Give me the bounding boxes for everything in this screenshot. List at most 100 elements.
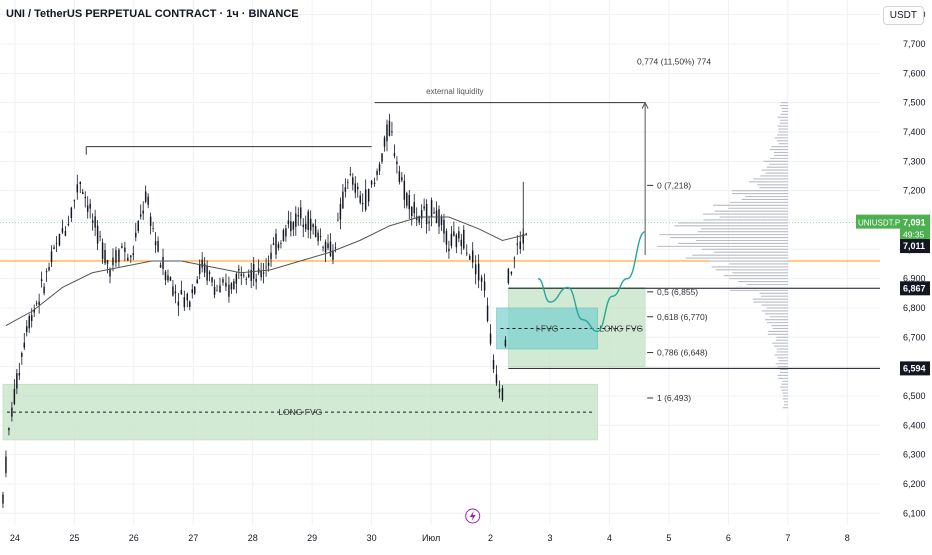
candle-body [337, 219, 339, 221]
candle-body [443, 219, 445, 234]
candle-body [463, 229, 465, 249]
y-tick-label: 6,200 [903, 479, 926, 489]
candle-body [396, 161, 398, 165]
fib-level-label: 0 (7,218) [657, 180, 691, 190]
x-tick-label: Июл [422, 533, 440, 543]
candle-body [342, 191, 344, 209]
fib-top-label: 0,774 (11,50%) 774 [637, 57, 711, 67]
candle-body [45, 271, 48, 273]
candle-body [445, 231, 448, 245]
x-tick-label: 4 [607, 533, 612, 543]
candle-body [18, 373, 21, 376]
candle-body [401, 177, 403, 181]
candle-body [383, 137, 386, 147]
candle-body [67, 223, 70, 226]
candle-body [124, 247, 126, 252]
candle-body [495, 374, 498, 384]
candle-body [79, 182, 82, 185]
candle-body [16, 373, 18, 389]
candle-body [285, 228, 287, 237]
x-tick-label: 7 [785, 533, 790, 543]
candle-body [347, 182, 349, 184]
x-tick-label: 8 [845, 533, 850, 543]
zone-label: LONG FVG [599, 323, 643, 333]
candle-body [455, 234, 458, 248]
candle-body [270, 252, 272, 260]
candle-body [213, 286, 216, 295]
y-tick-label: 7,700 [903, 39, 926, 49]
y-tick-label: 7,400 [903, 127, 926, 137]
candle-body [418, 215, 420, 223]
y-tick-label: 7,300 [903, 156, 926, 166]
candle-body [40, 279, 43, 281]
candle-body [525, 233, 527, 235]
candle-body [225, 282, 227, 287]
candle-body [300, 207, 302, 219]
candle-body [106, 260, 109, 264]
fib-level-label: 1 (6,493) [657, 393, 691, 403]
candle-body [115, 250, 117, 263]
candle-body [275, 233, 277, 255]
candle-body [162, 256, 164, 269]
candle-body [144, 191, 147, 202]
candle-body [104, 250, 106, 264]
candle-body [21, 353, 23, 357]
candle-body [157, 240, 159, 252]
candle-body [130, 255, 132, 258]
candle-body [297, 215, 300, 217]
candle-body [152, 228, 154, 229]
candle-body [498, 388, 501, 393]
candle-body [510, 271, 513, 274]
candle-body [448, 248, 450, 252]
candle-body [142, 210, 144, 214]
candle-body [357, 186, 359, 190]
candle-body [250, 269, 252, 281]
x-tick-label: 25 [69, 533, 79, 543]
candle-body [127, 257, 129, 261]
candle-body [324, 241, 327, 253]
candle-body [314, 225, 317, 238]
candle-body [38, 301, 40, 305]
price-tag-value: 7,091 [903, 218, 926, 228]
candle-body [99, 236, 101, 237]
x-tick-label: 27 [188, 533, 198, 543]
lightning-icon-glyph [469, 511, 476, 521]
candle-body [423, 206, 425, 209]
candle-body [61, 228, 64, 233]
candle-body [307, 211, 309, 231]
candle-body [222, 279, 224, 283]
candle-body [159, 264, 162, 268]
candle-body [193, 286, 196, 294]
candle-body [13, 389, 16, 404]
y-tick-label: 7,200 [903, 186, 926, 196]
y-tick-label: 7,500 [903, 98, 926, 108]
candle-body [82, 192, 84, 194]
candle-body [519, 241, 522, 250]
price-tag-countdown: 49:35 [903, 230, 925, 240]
fib-level-label: 0,618 (6,770) [657, 312, 708, 322]
candle-body [137, 220, 139, 232]
candle-body [149, 216, 152, 226]
x-tick-label: 26 [129, 533, 139, 543]
x-tick-label: 6 [726, 533, 731, 543]
candle-body [280, 243, 282, 244]
fib-arrow-head [641, 101, 649, 109]
candle-body [277, 244, 280, 249]
x-tick-label: 2 [488, 533, 493, 543]
candle-body [425, 204, 428, 225]
candle-body [373, 182, 376, 184]
candle-body [349, 174, 352, 175]
candle-body [367, 188, 370, 202]
candle-body [248, 274, 250, 278]
candle-body [440, 217, 443, 225]
fvg-zone [2, 383, 598, 441]
candle-body [70, 207, 73, 218]
currency-button[interactable]: USDT [882, 6, 924, 25]
y-tick-label: 6,800 [903, 303, 926, 313]
y-tick-label: 6,900 [903, 274, 926, 284]
candle-body [11, 407, 13, 417]
candle-body [26, 326, 28, 333]
candle-body [381, 153, 383, 162]
candle-body [489, 333, 492, 344]
